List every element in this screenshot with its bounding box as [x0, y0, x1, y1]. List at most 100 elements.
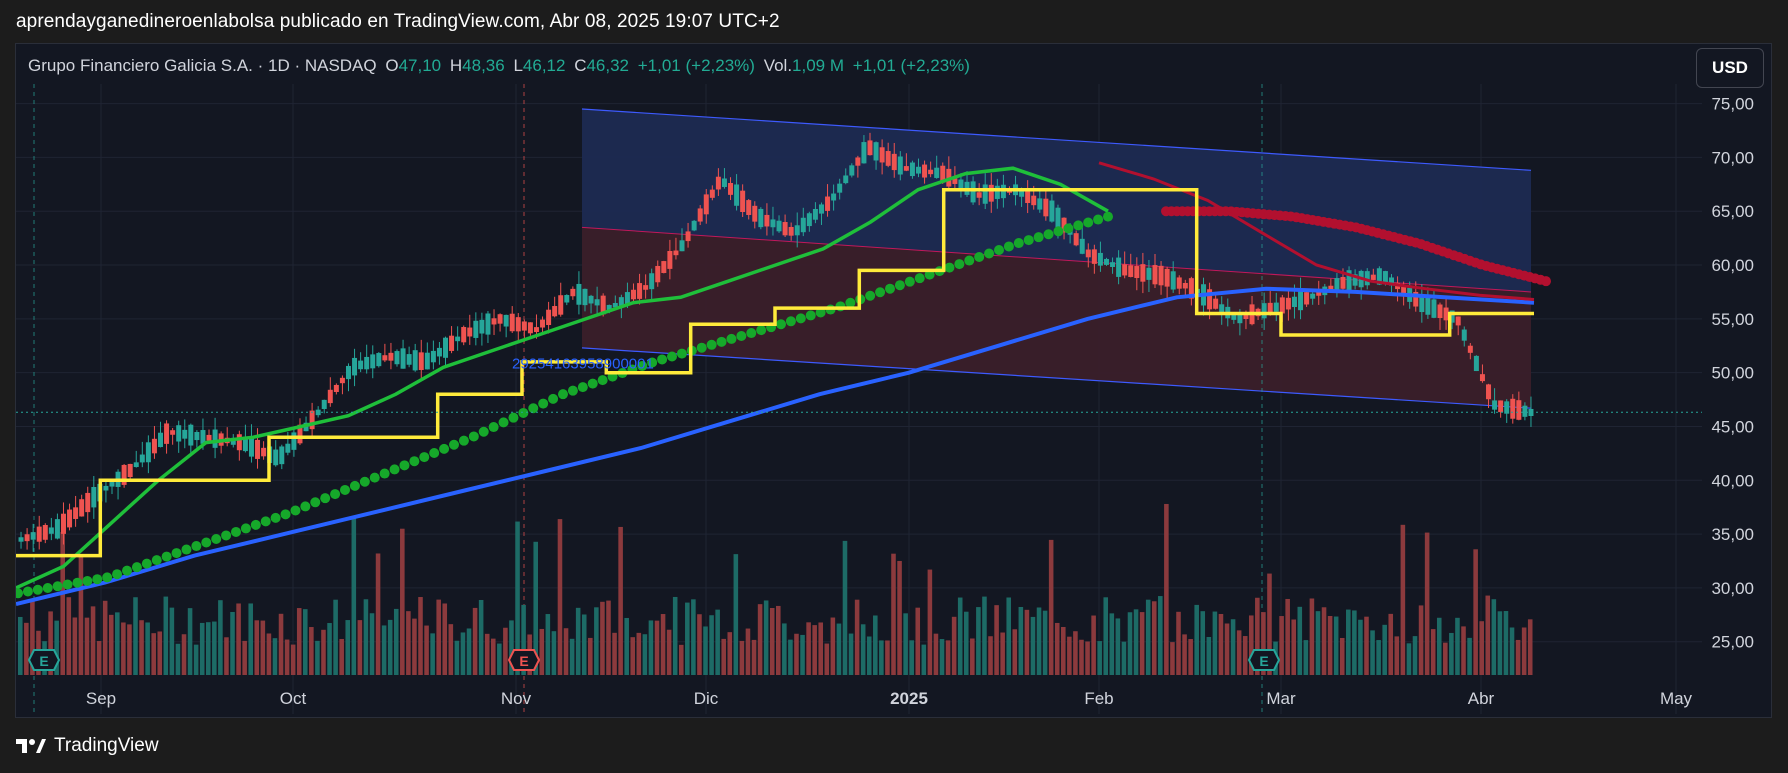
volume-bar: [515, 521, 520, 675]
volume-bar: [1291, 619, 1297, 675]
ma-dot: [82, 575, 93, 586]
tradingview-logo[interactable]: TradingView: [16, 735, 159, 757]
volume-bar: [327, 623, 332, 675]
candle-body: [564, 295, 570, 303]
volume-bar: [24, 622, 29, 675]
candle-body: [1498, 400, 1504, 413]
currency-button[interactable]: USD: [1696, 48, 1764, 88]
volume-bar: [345, 620, 351, 675]
candle-body: [358, 360, 364, 370]
candle-body: [1110, 262, 1116, 267]
volume-bar: [848, 633, 854, 675]
volume-bar: [454, 640, 460, 675]
candle-body: [970, 181, 976, 203]
ma-dot: [1103, 211, 1113, 222]
svg-text:E: E: [1259, 653, 1268, 669]
ma-dot: [280, 509, 291, 520]
volume-bar: [1127, 612, 1133, 675]
candle-body: [1134, 266, 1140, 279]
time-axis-label: Mar: [1266, 689, 1296, 708]
symbol-name[interactable]: Grupo Financiero Galicia S.A. · 1D · NAS…: [28, 56, 377, 75]
volume-bar: [624, 617, 629, 675]
volume-bar: [448, 624, 454, 675]
candle-body: [1473, 355, 1479, 372]
candle-body: [1510, 398, 1516, 419]
volume-bar: [1515, 639, 1521, 675]
volume-bar: [703, 626, 708, 675]
ma-dot: [181, 544, 192, 555]
candle-body: [1043, 198, 1049, 217]
ma-dot: [112, 569, 123, 580]
earnings-marker: E: [27, 649, 61, 671]
volume-bar: [939, 639, 945, 675]
channel-upper-line: [581, 108, 1532, 171]
candle-body: [582, 288, 588, 306]
candle-body: [1492, 400, 1498, 410]
volume-bar: [145, 622, 150, 675]
time-axis-label: May: [1660, 689, 1693, 708]
volume-bar: [1030, 616, 1036, 675]
candle-body: [24, 534, 30, 542]
ma-dot: [171, 548, 182, 559]
time-axis-label: Sep: [86, 689, 116, 708]
volume-bar: [866, 636, 872, 675]
candle-body: [1267, 302, 1273, 316]
volume-bar: [1097, 641, 1102, 675]
volume-bar: [606, 600, 611, 675]
volume-bar: [1133, 609, 1139, 675]
volume-bar: [1151, 601, 1157, 675]
candle-body: [715, 176, 721, 190]
tradingview-brand: TradingView: [54, 735, 159, 756]
candle-body: [982, 184, 988, 204]
volume-bar: [218, 600, 223, 675]
volume-bar: [466, 628, 472, 675]
candle-body: [825, 196, 831, 211]
candle-body: [903, 166, 909, 171]
ma-dot: [409, 456, 420, 467]
candle-body: [764, 214, 770, 227]
volume-bar: [618, 526, 623, 675]
volume-bar: [1509, 627, 1515, 675]
ma-dot: [359, 476, 370, 487]
candle-body: [1055, 207, 1061, 229]
ma-dot: [736, 330, 747, 341]
volume-bar: [982, 596, 987, 675]
publisher-header: aprendayganedineroenlabolsa publicado en…: [16, 11, 780, 32]
candle-body: [1158, 265, 1164, 286]
candle-body: [594, 299, 600, 306]
volume-bar: [199, 622, 205, 675]
candle-body: [236, 434, 242, 451]
candle-body: [800, 217, 806, 233]
candle-body: [1019, 189, 1025, 197]
volume-bar: [48, 611, 53, 675]
volume-bar: [303, 609, 308, 675]
volume-bar: [800, 634, 805, 675]
ma-dot: [805, 310, 816, 321]
ma-dot: [290, 505, 301, 516]
volume-bar: [1000, 632, 1005, 675]
volume-bar: [1352, 610, 1357, 675]
chart-panel[interactable]: 29254163958900001 E E E 75,00 70,00 65,00 60,00…: [15, 43, 1772, 718]
volume-bar: [521, 604, 526, 675]
candle-body: [1164, 268, 1170, 287]
candle-body: [679, 240, 685, 252]
candle-body: [788, 226, 794, 236]
candle-body: [1449, 310, 1455, 323]
volume-bar: [830, 617, 836, 675]
candle-body: [242, 437, 248, 452]
ma-dot: [518, 407, 529, 418]
price-chart[interactable]: 29254163958900001 E E E 75,00 70,00 65,00 60,00…: [16, 44, 1773, 719]
candle-body: [139, 454, 145, 463]
time-axis-label: Feb: [1084, 689, 1113, 708]
candle-body: [327, 389, 333, 404]
candle-body: [1522, 405, 1528, 417]
volume-bar: [891, 553, 896, 675]
volume-bar: [763, 600, 769, 675]
volume-bar: [879, 640, 884, 675]
candle-body: [170, 430, 176, 435]
candle-body: [1291, 296, 1297, 308]
candle-body: [940, 165, 946, 183]
candle-body: [994, 185, 1000, 199]
candle-body: [879, 147, 885, 163]
volume-bar: [193, 644, 199, 675]
